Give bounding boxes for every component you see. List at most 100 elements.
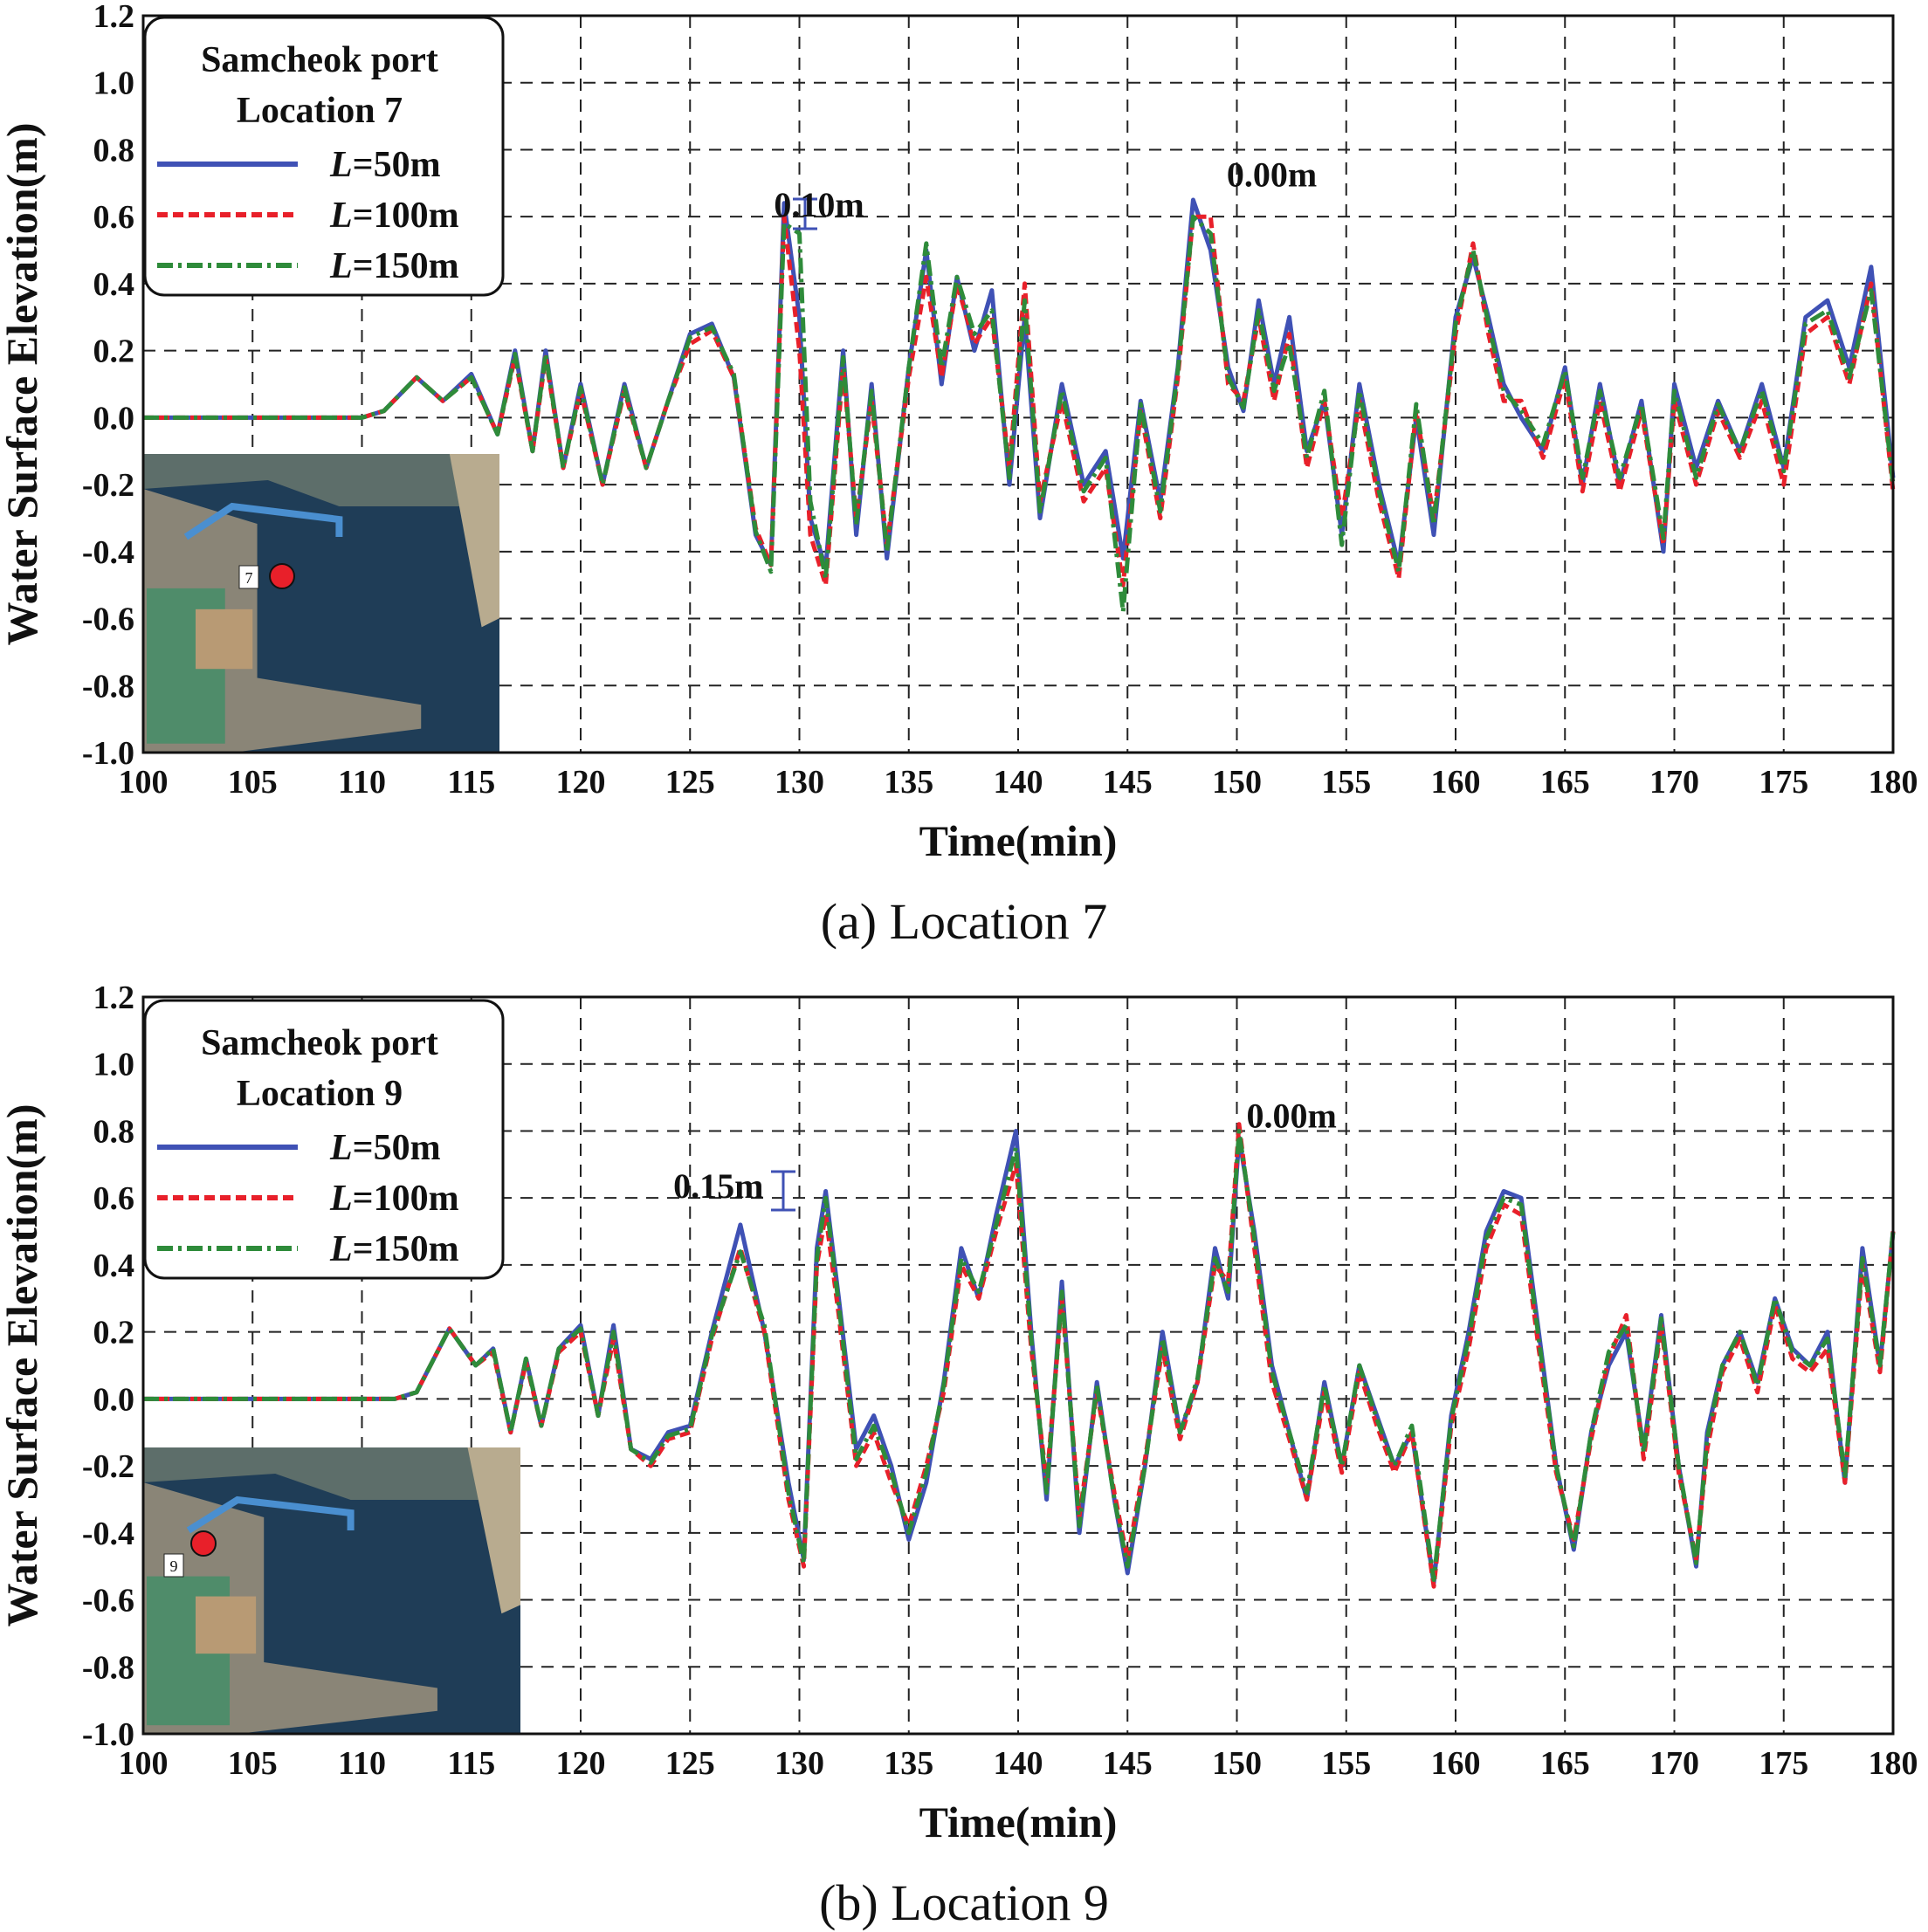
y-tick-label: -0.2 (82, 1448, 134, 1485)
x-tick-label: 145 (1103, 1745, 1153, 1782)
map-town (143, 1447, 520, 1500)
x-tick-label: 180 (1869, 764, 1918, 801)
series-line-150m (143, 214, 1896, 615)
x-tick-label: 100 (119, 764, 169, 801)
y-tick-label: 1.0 (93, 65, 135, 102)
map-breakwater (183, 502, 343, 540)
legend-entry-label: L=150m (329, 1229, 459, 1269)
x-axis-label: Time(min) (919, 1798, 1118, 1846)
x-tick-label: 155 (1321, 1745, 1371, 1782)
y-tick-label: 0.6 (93, 199, 135, 236)
caption-location-7: (a) Location 7 (820, 893, 1108, 950)
location-label: 7 (245, 569, 253, 587)
annotation-label: 0.15m (673, 1166, 763, 1206)
map-yard (196, 608, 253, 670)
legend-title: Samcheok port (201, 1023, 438, 1063)
legend-box (143, 16, 505, 297)
legend-title: Samcheok port (201, 40, 438, 80)
location-marker (269, 563, 295, 589)
y-tick-label: -1.0 (82, 1716, 134, 1753)
plot-frame (141, 995, 1895, 1736)
y-axis-label: Water Surface Elevation(m) (0, 123, 46, 646)
y-tick-label: -0.4 (82, 534, 134, 571)
x-tick-label: 140 (994, 764, 1043, 801)
y-tick-label: 1.0 (93, 1047, 135, 1083)
x-tick-label: 120 (556, 1745, 606, 1782)
annotation-label: 0.00m (1227, 155, 1317, 195)
x-tick-label: 170 (1649, 1745, 1699, 1782)
x-tick-label: 150 (1212, 1745, 1262, 1782)
legend-entry-value: =150m (353, 246, 459, 286)
series-group (143, 1122, 1896, 1589)
chart-location-9: 9 0.15m 0.00m 100 105 110 115 120 125 130 135 140 14… (0, 981, 1918, 1846)
x-tick-label: 175 (1759, 1745, 1808, 1782)
x-tick-labels: 100 105 110 115 120 125 130 135 140 145 150 155 160 1… (119, 1745, 1918, 1782)
x-axis-label: Time(min) (919, 816, 1118, 865)
inset-map: 9 (143, 1447, 520, 1734)
legend-entry-label: L=50m (329, 145, 441, 185)
legend-entry-variable: L (329, 196, 353, 236)
x-tick-label: 160 (1431, 1745, 1481, 1782)
x-tick-labels: 100 105 110 115 120 125 130 135 140 145 150 155 160 1… (119, 764, 1918, 801)
map-beach (467, 1447, 520, 1614)
x-tick-label: 140 (994, 1745, 1043, 1782)
x-tick-label: 115 (447, 1745, 495, 1782)
legend-entry-value: =50m (353, 1128, 441, 1168)
y-tick-label: -1.0 (82, 735, 134, 772)
legend-entry-variable: L (329, 1229, 353, 1269)
x-tick-label: 170 (1649, 764, 1699, 801)
map-yard (196, 1596, 257, 1654)
y-tick-label: 0.4 (93, 266, 135, 303)
x-tick-label: 145 (1103, 764, 1153, 801)
map-breakwater (186, 1495, 355, 1534)
legend-entry-value: =50m (353, 145, 441, 185)
location-marker (190, 1530, 217, 1557)
x-tick-label: 120 (556, 764, 606, 801)
location-label: 9 (170, 1557, 178, 1575)
x-tick-label: 135 (884, 764, 933, 801)
legend-entry-value: =150m (353, 1229, 459, 1269)
grid (143, 16, 1893, 753)
location-label-box (163, 1553, 184, 1578)
x-tick-label: 105 (228, 1745, 278, 1782)
legend-entry-variable: L (329, 145, 353, 185)
legend-entry-label: L=100m (329, 1179, 459, 1219)
y-tick-label: -0.6 (82, 602, 134, 638)
legend-entry-label: L=50m (329, 1128, 441, 1168)
plot-frame (141, 14, 1895, 754)
map-beach (449, 454, 499, 628)
annotation-label: 0.00m (1246, 1097, 1336, 1136)
x-tick-label: 150 (1212, 764, 1262, 801)
y-tick-label: 0.6 (93, 1180, 135, 1217)
y-tick-label: 0.0 (93, 1381, 135, 1418)
legend-entry-value: =100m (353, 196, 459, 236)
x-tick-label: 180 (1869, 1745, 1918, 1782)
y-tick-label: 0.4 (93, 1248, 135, 1284)
y-tick-label: 0.0 (93, 400, 135, 437)
legend-entry-value: =100m (353, 1179, 459, 1219)
x-tick-label: 135 (884, 1745, 933, 1782)
legend-subtitle: Location 7 (237, 91, 403, 131)
legend-entry-label: L=150m (329, 246, 459, 286)
x-tick-label: 130 (775, 1745, 824, 1782)
y-tick-label: 0.2 (93, 333, 135, 370)
x-tick-label: 175 (1759, 764, 1808, 801)
y-tick-labels: -1.0 -0.8 -0.6 -0.4 -0.2 0.0 0.2 0.4 0.6 0.8 1.0 1.… (82, 981, 134, 1753)
legend-subtitle: Location 9 (237, 1074, 403, 1114)
legend-entry-variable: L (329, 1179, 353, 1219)
y-tick-label: 0.8 (93, 1113, 135, 1150)
y-tick-label: -0.8 (82, 1649, 134, 1686)
annotation-label: 0.10m (774, 185, 864, 224)
legend-entry-variable: L (329, 1128, 353, 1168)
x-tick-label: 110 (338, 764, 386, 801)
x-tick-label: 100 (119, 1745, 169, 1782)
x-tick-label: 165 (1540, 764, 1590, 801)
x-tick-label: 110 (338, 1745, 386, 1782)
y-tick-label: -0.8 (82, 668, 134, 705)
series-line-100m (143, 214, 1896, 588)
x-tick-label: 165 (1540, 1745, 1590, 1782)
location-label-box (238, 565, 259, 589)
y-tick-label: 1.2 (93, 0, 135, 35)
